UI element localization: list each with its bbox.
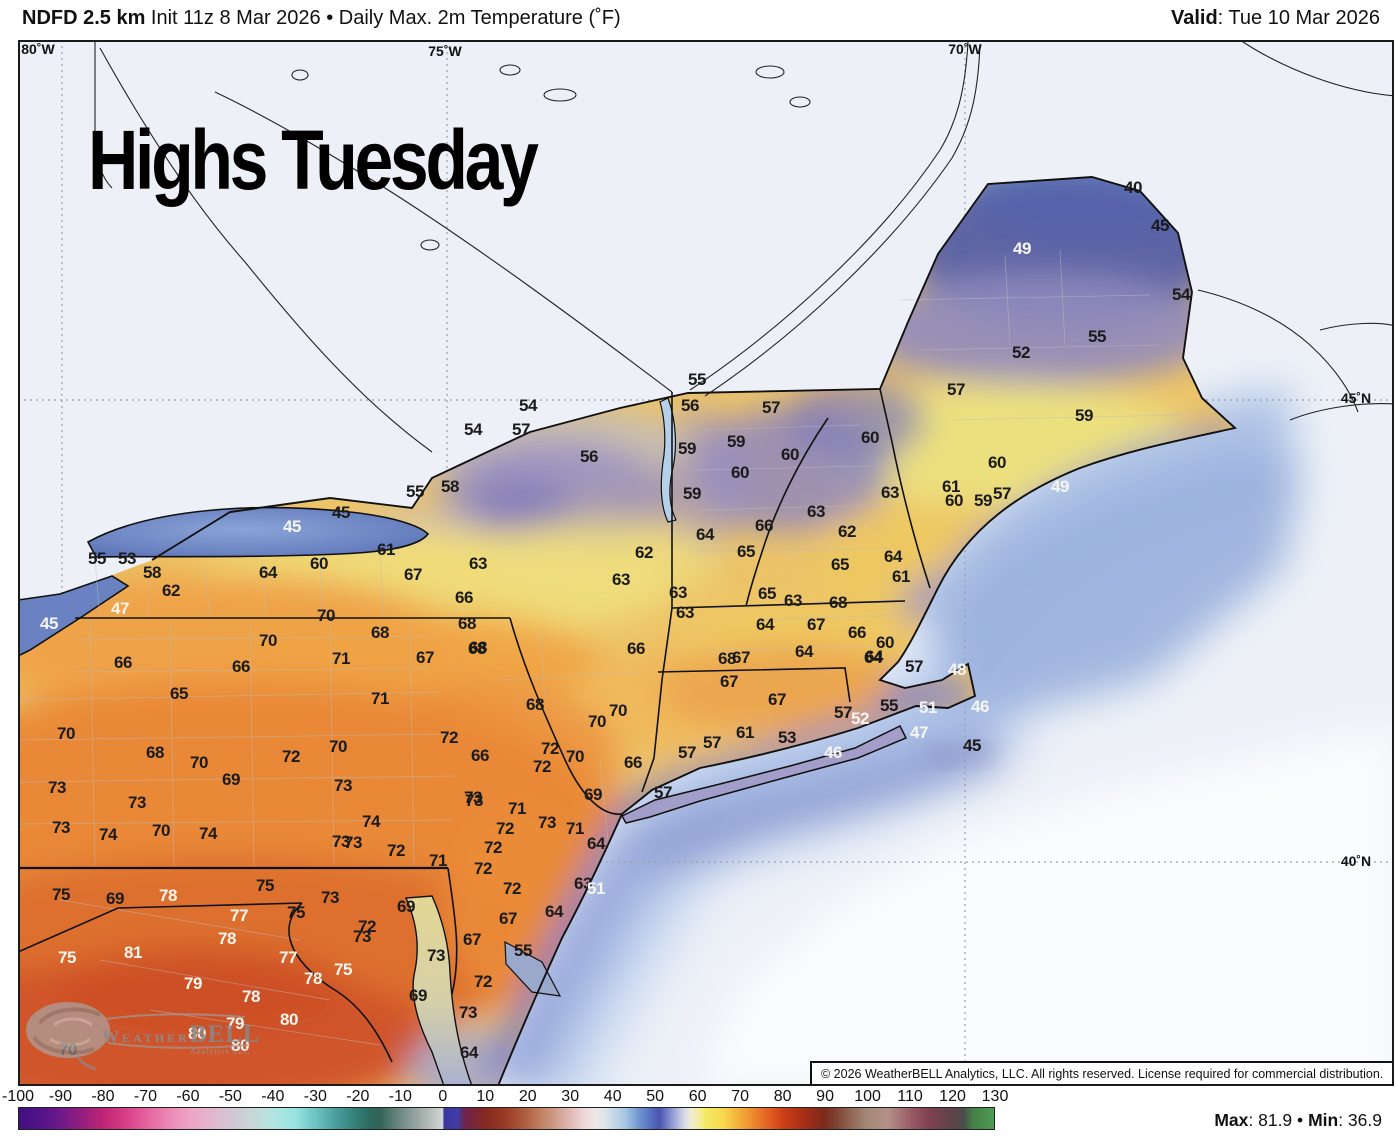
copyright-notice: © 2026 WeatherBELL Analytics, LLC. All r… [810,1061,1394,1086]
product-title: NDFD 2.5 km Init 11z 8 Mar 2026 • Daily … [22,7,621,30]
logo-swirl-icon [26,1002,249,1071]
colorbar-tick-label: 120 [939,1088,966,1105]
valid-value: : Tue 10 Mar 2026 [1217,7,1380,29]
header: NDFD 2.5 km Init 11z 8 Mar 2026 • Daily … [0,0,1396,40]
county-lines [18,249,1181,1046]
product-name: NDFD 2.5 km [22,7,146,29]
ocean-shading [452,387,1394,1086]
delaware-bay [504,940,562,997]
min-value: : 36.9 [1338,1110,1382,1130]
valid-label: Valid [1170,7,1218,29]
colorbar-tick-label: -90 [48,1088,73,1105]
colorbar-tick-label: -30 [303,1088,327,1105]
colorbar-tick-label: -70 [133,1088,157,1105]
weatherbell-logo: WeatherBELL Analytics LLC [20,995,270,1071]
colorbar-tick-label: -20 [346,1088,370,1105]
colorbar-tick-label: 70 [731,1088,750,1105]
colorbar-tick-label: 100 [854,1088,881,1105]
stats-separator: • [1297,1110,1304,1130]
logo-subtext: Analytics LLC [190,1047,251,1056]
colorbar-tick-label: 50 [646,1088,665,1105]
valid-time: Valid: Tue 10 Mar 2026 [1171,7,1380,30]
colorbar-tick-label: 110 [897,1088,923,1105]
long-island [620,724,908,824]
logo-text: WeatherBELL [102,1021,261,1049]
colorbar-footer: -100 -90 -80 -70 -60 -50 -40 -30 -20 -10 0 10 20 30 40… [0,1086,1396,1146]
colorbar-tick-label: -50 [218,1088,242,1105]
colorbar-tick-label: -10 [388,1088,412,1105]
colorbar-tick-label: 20 [518,1088,537,1105]
colorbar-gradient [18,1107,995,1130]
nantucket-islands [927,746,992,764]
borders-coastline [18,176,1238,1086]
rivers [94,40,1394,453]
colorbar-tick-label: 60 [688,1088,707,1105]
max-min-stats: Max: 81.9 • Min: 36.9 [1214,1110,1382,1131]
logo-brand-bell: BELL [189,1021,261,1048]
product-subtitle: Init 11z 8 Mar 2026 • Daily Max. 2m Temp… [145,7,621,29]
colorbar-tick-label: -80 [91,1088,115,1105]
colorbar-tick-label: -60 [176,1088,200,1105]
logo-brand-weather: Weather [102,1027,190,1046]
colorbar-tick-label: -40 [261,1088,285,1105]
colorbar-tick-label: 40 [603,1088,622,1105]
colorbar-tick-label: -100 [1,1088,35,1105]
min-label: Min [1308,1110,1339,1130]
colorbar-tick-label: 30 [561,1088,580,1105]
max-label: Max [1214,1110,1249,1130]
map-headline: Highs Tuesday [88,113,539,207]
colorbar-tick-label: 80 [773,1088,792,1105]
max-value: : 81.9 [1248,1110,1293,1130]
colorbar-tick-label: 10 [476,1088,495,1105]
colorbar-tick-label: 130 [981,1088,1009,1105]
lake-ontario [86,506,430,558]
colorbar-tick-label: 90 [816,1088,834,1105]
lakes [18,397,677,1086]
chesapeake-bay [404,895,473,1086]
colorbar-tick-label: 0 [438,1088,448,1105]
